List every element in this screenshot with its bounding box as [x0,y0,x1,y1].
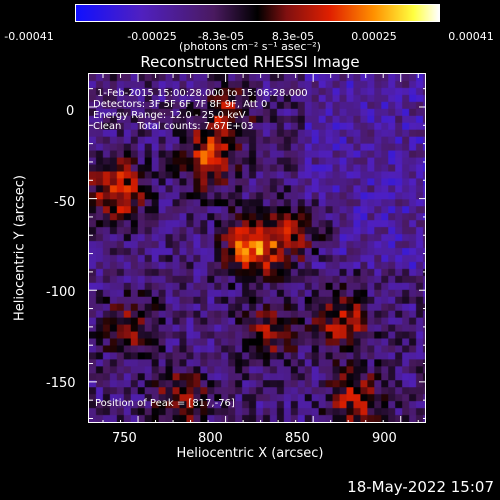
x-tick-label: 750 [112,431,137,446]
x-tick-label: 900 [372,431,397,446]
annotation-detectors: Detectors: 3F 5F 6F 7F 8F 9F, Att 0 [93,99,268,110]
y-axis-label: Heliocentric Y (arcsec) [12,175,28,321]
colorbar-tick-label: -0.00025 [127,30,177,43]
x-axis-label: Heliocentric X (arcsec) [176,446,324,461]
colorbar-tick-label: -8.3e-05 [197,30,245,43]
colorbar-tick-label: 0.00025 [351,30,397,43]
y-tick-label: 0 [66,104,75,119]
colorbar-tick-label: 8.3e-05 [271,30,315,43]
y-tick-label: -100 [46,285,76,300]
annotation-energy-range: Energy Range: 12.0 - 25.0 keV [93,110,246,121]
heatmap-image [89,74,425,422]
colorbar-tick-label: -0.00041 [4,30,54,43]
colorbar-tick-label: 0.00041 [448,30,494,43]
x-tick-label: 850 [285,431,310,446]
colorbar-units: (photons cm⁻² s⁻¹ asec⁻²) [179,40,321,53]
chart-title: Reconstructed RHESSI Image [140,53,360,71]
colorbar-gradient [76,5,439,21]
y-tick-label: -50 [54,195,76,210]
colorbar [75,4,440,22]
plot-timestamp: 18-May-2022 15:07 [347,478,494,496]
y-tick-label: -150 [46,376,76,391]
plot-area: 1-Feb-2015 15:00:28.000 to 15:06:28.000 … [88,73,426,423]
annotation-time-range: 1-Feb-2015 15:00:28.000 to 15:06:28.000 [97,88,308,99]
x-tick-label: 800 [198,431,223,446]
axis-ticks [89,74,425,422]
annotation-peak-position: Position of Peak = [817,-76] [95,398,235,409]
annotation-method: Clean Total counts: 7.67E+03 [93,121,254,132]
